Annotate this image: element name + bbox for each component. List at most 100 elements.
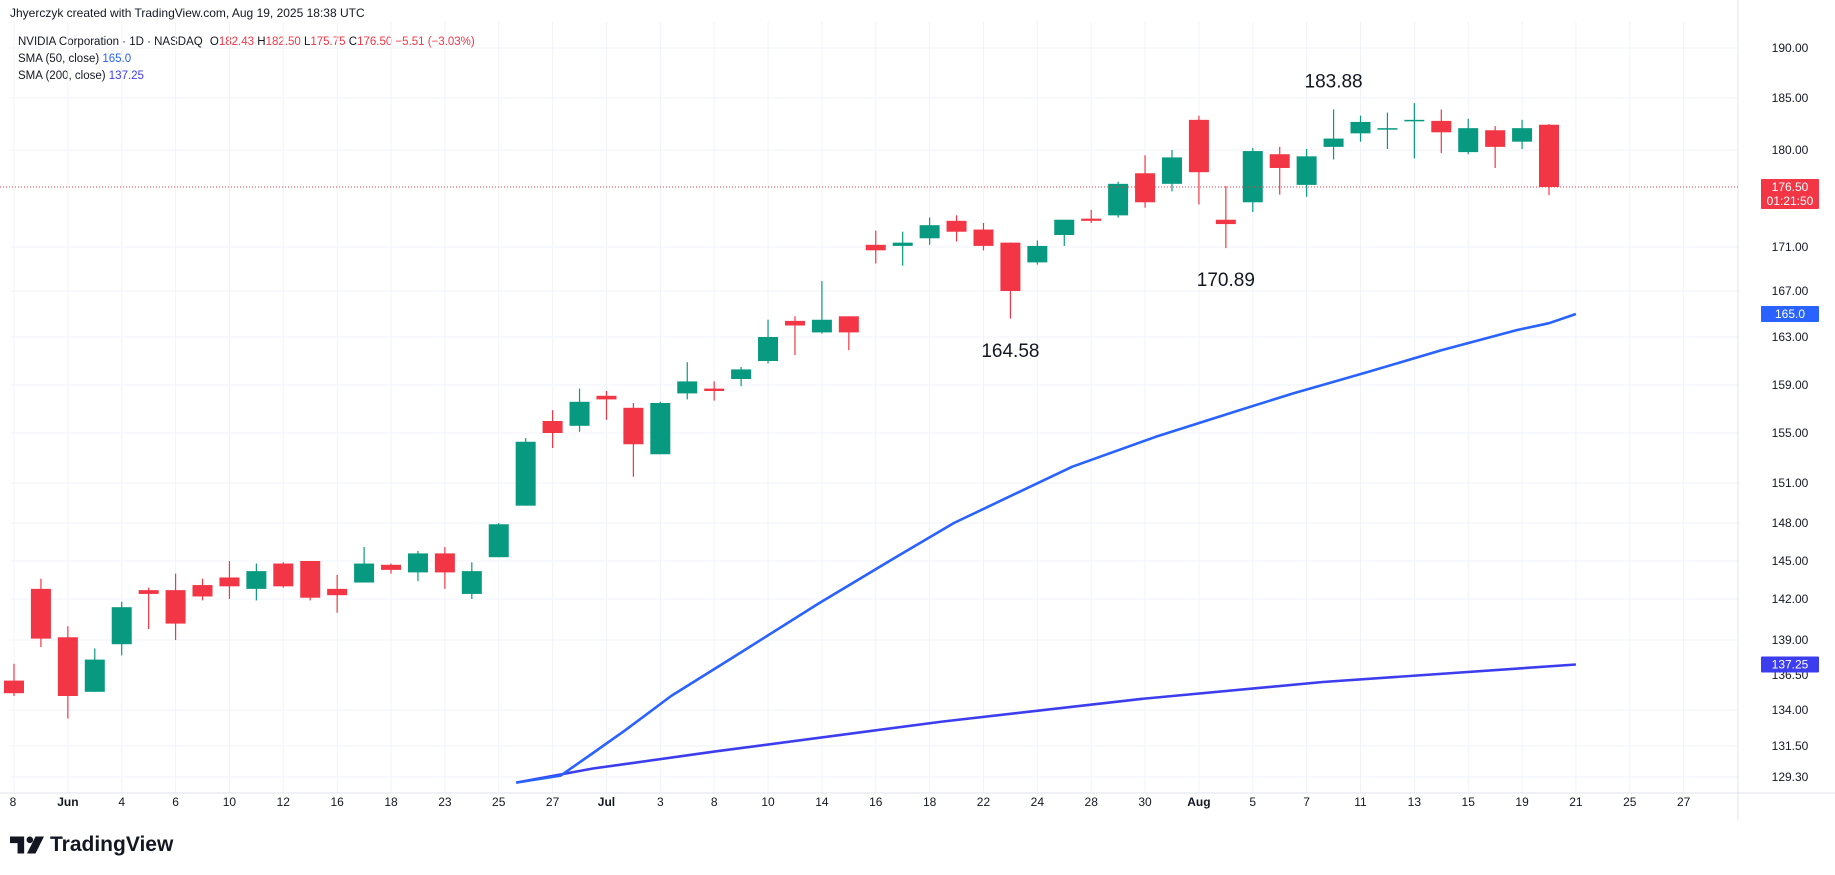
candle[interactable]: [381, 563, 402, 574]
candle[interactable]: [1323, 109, 1344, 160]
candle[interactable]: [1108, 181, 1129, 218]
candle[interactable]: [1242, 147, 1263, 213]
time-axis[interactable]: 8 Jun 4 6 10 12 16 18 23 25 27 Jul 3 8 10 14 16 18 22 24 28 3…: [10, 795, 1691, 809]
candle[interactable]: [704, 381, 725, 401]
candle-body: [4, 680, 24, 694]
ohlc-high-label: H: [257, 36, 266, 48]
time-tick-label: 25: [492, 795, 506, 809]
candle[interactable]: [84, 648, 105, 692]
candle-body: [354, 563, 375, 583]
legend-symbol-row[interactable]: NVIDIA Corporation · 1D · NASDAQ O182.43…: [18, 34, 475, 51]
candle[interactable]: [542, 410, 563, 448]
candle[interactable]: [219, 561, 240, 599]
candle[interactable]: [57, 626, 78, 719]
candle[interactable]: [973, 223, 994, 251]
price-tick-label: 171.00: [1772, 240, 1809, 254]
candle[interactable]: [300, 561, 321, 601]
candle[interactable]: [811, 281, 832, 334]
candle[interactable]: [731, 367, 752, 387]
candle[interactable]: [946, 215, 967, 242]
price-tick-label: 185.00: [1772, 91, 1809, 105]
candle[interactable]: [165, 573, 186, 640]
candle-body: [1377, 128, 1398, 130]
candle[interactable]: [758, 319, 779, 364]
candle[interactable]: [327, 574, 348, 613]
candle[interactable]: [1000, 242, 1021, 319]
time-tick-label: 4: [118, 795, 125, 809]
candle[interactable]: [461, 562, 482, 599]
ohlc-low-label: L: [303, 36, 311, 48]
candle[interactable]: [569, 388, 590, 432]
candle[interactable]: [919, 217, 940, 245]
price-chart[interactable]: 183.88 170.89 164.58 190.00 185.00 180.00 171.…: [0, 0, 1835, 830]
candle[interactable]: [273, 562, 294, 588]
candle-body: [784, 320, 805, 326]
candle[interactable]: [1404, 103, 1425, 159]
candle[interactable]: [596, 391, 617, 420]
candle[interactable]: [1188, 115, 1209, 205]
candle-body: [327, 588, 348, 596]
candle[interactable]: [623, 403, 644, 477]
candle-body: [1000, 242, 1021, 291]
candle[interactable]: [488, 523, 509, 558]
sma200-line[interactable]: [515, 663, 1576, 784]
time-tick-label: 6: [172, 795, 179, 809]
time-tick-label: Jun: [57, 795, 78, 809]
candle[interactable]: [1161, 150, 1182, 192]
sma50-value: 165.0: [102, 53, 132, 65]
candle[interactable]: [677, 362, 698, 400]
candle[interactable]: [1539, 124, 1560, 196]
candle[interactable]: [1296, 148, 1317, 197]
candle-body: [650, 403, 671, 455]
candle[interactable]: [1431, 109, 1452, 154]
candle[interactable]: [434, 547, 455, 589]
candle[interactable]: [1458, 118, 1479, 155]
tradingview-brand[interactable]: TradingView: [10, 833, 173, 857]
candle[interactable]: [1135, 155, 1156, 208]
candle[interactable]: [1027, 240, 1048, 265]
candle[interactable]: [1081, 209, 1102, 223]
candle[interactable]: [354, 547, 375, 583]
candle[interactable]: [138, 587, 159, 630]
price-axis[interactable]: 190.00 185.00 180.00 171.00 167.00 163.00 159.…: [1772, 41, 1809, 784]
candle-body: [1323, 138, 1344, 147]
sma200-label: SMA (200, close): [18, 70, 106, 82]
candle[interactable]: [1512, 119, 1533, 149]
candle[interactable]: [1350, 115, 1371, 142]
candle[interactable]: [192, 578, 213, 601]
candle-body: [1458, 128, 1479, 153]
candle[interactable]: [892, 231, 913, 266]
candle-body: [758, 337, 779, 361]
candle[interactable]: [1485, 126, 1506, 168]
time-tick-label: 12: [277, 795, 291, 809]
candle[interactable]: [1377, 112, 1398, 149]
candle[interactable]: [111, 601, 132, 656]
sma50-line[interactable]: [515, 312, 1577, 784]
candle[interactable]: [246, 563, 267, 601]
candle[interactable]: [1269, 146, 1290, 195]
candle[interactable]: [4, 663, 24, 696]
candle[interactable]: [784, 316, 805, 355]
candle[interactable]: [1215, 185, 1236, 249]
candle[interactable]: [407, 550, 428, 582]
price-tick-label: 148.00: [1772, 516, 1809, 530]
candle-body: [30, 588, 51, 639]
candle-body: [865, 244, 886, 251]
time-tick-label: 27: [546, 795, 560, 809]
candle-body: [569, 401, 590, 426]
candle[interactable]: [838, 316, 859, 351]
candle-body: [1054, 219, 1075, 235]
candle-body: [407, 553, 428, 573]
time-tick-label: 28: [1085, 795, 1099, 809]
legend-sma50-row[interactable]: SMA (50, close) 165.0: [18, 51, 475, 68]
price-tick-label: 167.00: [1772, 284, 1809, 298]
candle[interactable]: [30, 578, 51, 647]
candle[interactable]: [1054, 219, 1075, 246]
candle-body: [273, 563, 294, 587]
candle[interactable]: [650, 401, 671, 455]
candle[interactable]: [515, 438, 536, 506]
legend-sma200-row[interactable]: SMA (200, close) 137.25: [18, 68, 475, 85]
candle[interactable]: [865, 230, 886, 264]
ohlc-close-value: 176.50: [357, 36, 393, 48]
